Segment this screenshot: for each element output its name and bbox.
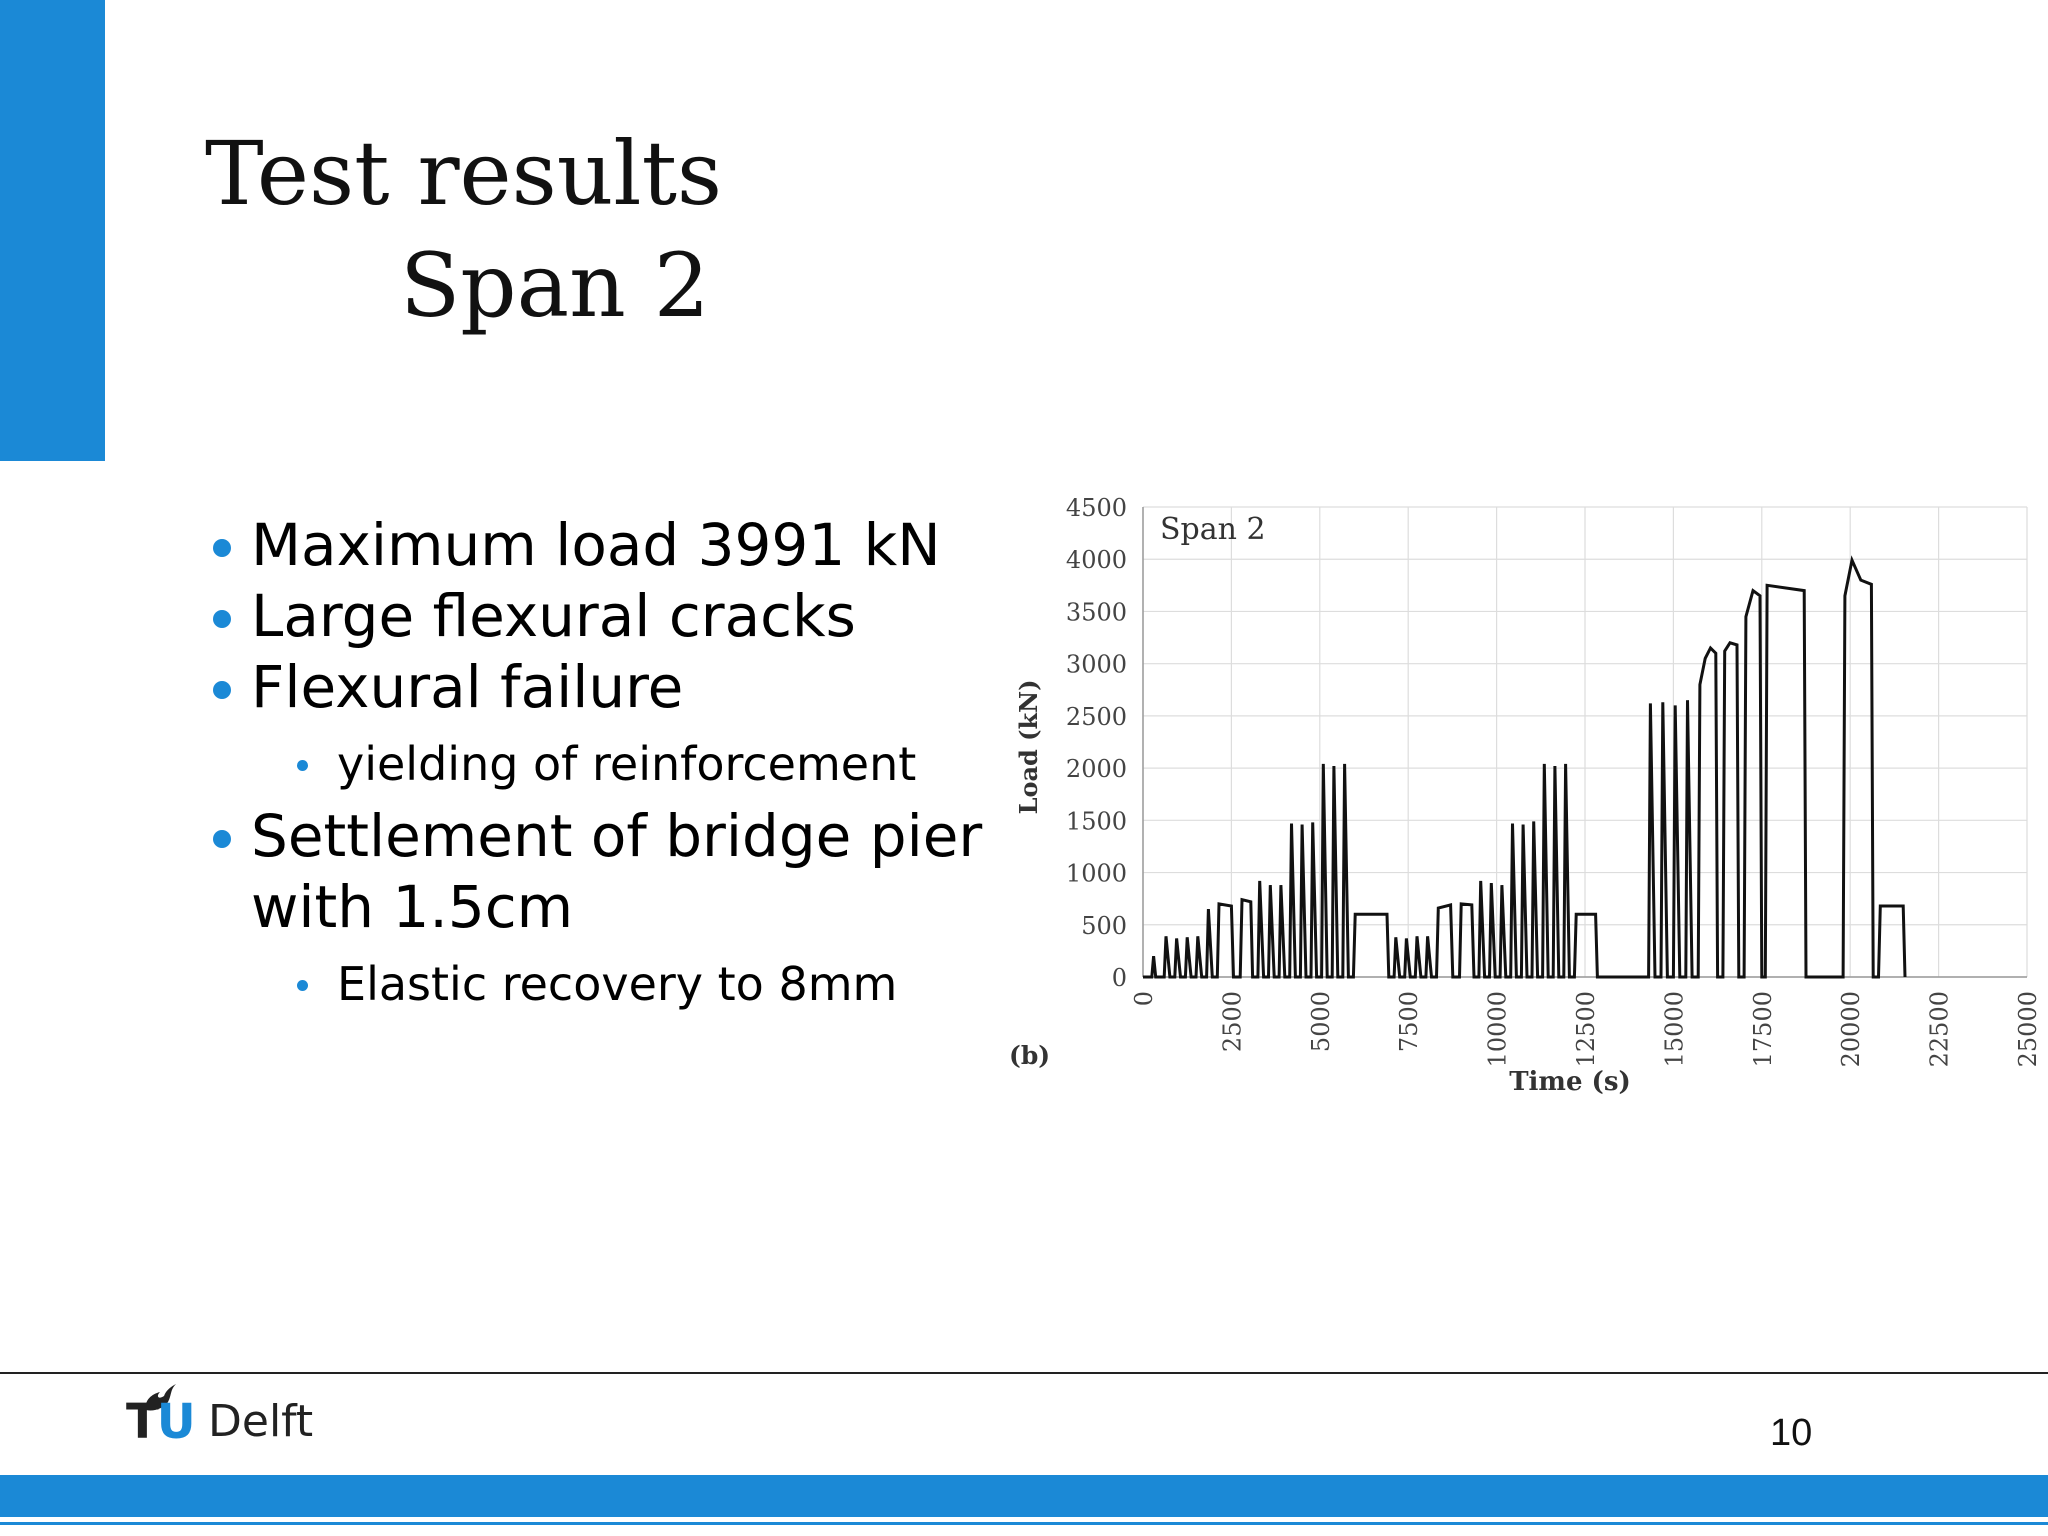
x-axis-label: Time (s) xyxy=(1509,1067,1631,1097)
bullet-item: Maximum load 3991 kN xyxy=(205,510,1005,581)
y-tick-label: 1500 xyxy=(1066,807,1127,835)
y-tick-label: 4000 xyxy=(1066,546,1127,574)
footer-rule xyxy=(0,1372,2048,1374)
y-tick-label: 3500 xyxy=(1066,598,1127,626)
chart-svg: 0 500 1000 1500 2000 2500 3000 3500 4000 4500 0 25… xyxy=(1009,494,2042,1097)
flame-icon xyxy=(145,1384,176,1411)
y-tick-label: 0 xyxy=(1112,964,1127,992)
x-tick-label: 20000 xyxy=(1837,991,1865,1067)
bullet-list: Maximum load 3991 kN Large flexural crac… xyxy=(205,510,1005,1021)
sub-bullet-item: Elastic recovery to 8mm xyxy=(205,951,1005,1017)
page-number: 10 xyxy=(1770,1412,1813,1454)
load-time-chart: 0 500 1000 1500 2000 2500 3000 3500 4000 4500 0 25… xyxy=(995,482,2048,1122)
tudelft-logo: TU Delft xyxy=(126,1380,336,1460)
y-tick-label: 2000 xyxy=(1066,755,1127,783)
title-line-2: Span 2 xyxy=(400,234,710,337)
logo-delft: Delft xyxy=(208,1396,314,1447)
footer-band xyxy=(0,1475,2048,1517)
slide-title: Test results Span 2 xyxy=(205,118,722,342)
chart-annotation: Span 2 xyxy=(1160,512,1266,547)
title-line-1: Test results xyxy=(205,122,723,225)
logo-tu: TU xyxy=(126,1394,196,1450)
x-tick-label: 0 xyxy=(1130,991,1158,1006)
x-tick-label: 10000 xyxy=(1484,991,1512,1067)
y-tick-label: 1000 xyxy=(1066,860,1127,888)
y-axis-label: Load (kN) xyxy=(1014,680,1043,815)
y-tick-labels: 0 500 1000 1500 2000 2500 3000 3500 4000 4500 xyxy=(1066,494,1127,992)
y-tick-label: 500 xyxy=(1081,912,1127,940)
x-tick-labels: 0 2500 5000 7500 10000 12500 15000 17500 20000 22… xyxy=(1130,991,2042,1067)
x-tick-label: 12500 xyxy=(1572,991,1600,1067)
x-tick-label: 22500 xyxy=(1926,991,1954,1067)
bullet-item: Flexural failure xyxy=(205,652,1005,723)
y-tick-label: 4500 xyxy=(1066,494,1127,522)
x-tick-label: 25000 xyxy=(2014,991,2042,1067)
accent-bar xyxy=(0,0,105,461)
y-tick-label: 3000 xyxy=(1066,651,1127,679)
footer-line xyxy=(0,1522,2048,1525)
x-tick-label: 7500 xyxy=(1395,991,1423,1052)
x-tick-label: 5000 xyxy=(1307,991,1335,1052)
load-series-line xyxy=(1143,555,1907,979)
x-tick-label: 15000 xyxy=(1660,991,1688,1067)
panel-label: (b) xyxy=(1009,1041,1050,1070)
x-tick-label: 2500 xyxy=(1218,991,1246,1052)
x-tick-label: 17500 xyxy=(1749,991,1777,1067)
y-tick-label: 2500 xyxy=(1066,703,1127,731)
bullet-item: Settlement of bridge pier with 1.5cm xyxy=(205,801,1005,943)
bullet-item: Large flexural cracks xyxy=(205,581,1005,652)
sub-bullet-item: yielding of reinforcement xyxy=(205,731,1005,797)
